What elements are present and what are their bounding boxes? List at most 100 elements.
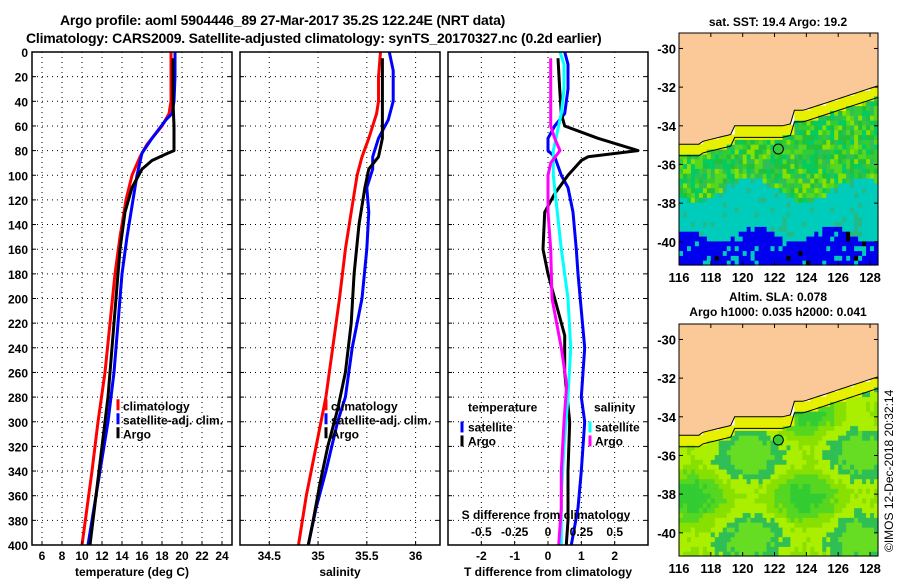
map-cell [786, 425, 792, 431]
map-cell [862, 207, 867, 213]
map-cell [862, 493, 867, 499]
map-cell [814, 144, 819, 150]
map-cell [842, 531, 847, 538]
map-cell [870, 149, 875, 155]
map-cell [814, 158, 819, 165]
map-cell [830, 153, 835, 160]
map-cell [782, 488, 788, 494]
map-cell [738, 440, 744, 446]
map-cell [834, 182, 839, 189]
map-cell [870, 435, 875, 441]
map-cell [683, 178, 688, 184]
map-cell [774, 192, 780, 198]
map-cell [822, 207, 827, 213]
map-cell [842, 149, 847, 155]
map-cell [810, 507, 815, 514]
map-cell [814, 478, 819, 485]
map-cell [854, 192, 859, 198]
map-cell [874, 182, 879, 189]
map-cell [842, 255, 847, 261]
map-cell [830, 473, 835, 480]
map-cell [706, 202, 712, 208]
map-cell [794, 498, 799, 504]
map-cell [862, 240, 867, 247]
map-cell [786, 178, 792, 184]
map-cell [858, 240, 863, 247]
map-cell [694, 144, 700, 150]
map-cell [830, 440, 835, 446]
map-cell [798, 415, 803, 422]
map-cell [738, 464, 744, 470]
map-cell [687, 493, 692, 499]
map-x-tick-label: 128 [859, 270, 881, 285]
map-cell [754, 449, 760, 456]
map-cell [810, 420, 815, 427]
salinity-axis-label: S difference from climatology [462, 508, 631, 522]
map-cell [806, 236, 811, 242]
map-cell [842, 260, 847, 266]
map-cell [806, 493, 811, 499]
map-cell [778, 226, 784, 232]
y-tick-label: 160 [8, 243, 28, 257]
map-cell [838, 110, 843, 116]
map-cell [734, 178, 740, 184]
map-cell [866, 401, 871, 407]
map-cell [838, 182, 843, 189]
map-cell [742, 153, 748, 160]
map-cell [722, 430, 728, 436]
map-cell [710, 469, 716, 475]
map-cell [750, 139, 756, 145]
map-cell [858, 469, 863, 475]
map-cell [826, 401, 831, 407]
map-cell [738, 149, 744, 155]
map-cell [866, 536, 871, 543]
map-cell [822, 473, 827, 480]
map-cell [866, 115, 871, 121]
map-cell [858, 182, 863, 189]
map-cell [830, 502, 835, 509]
map-cell [850, 182, 855, 189]
map-cell [710, 250, 716, 256]
map-cell [818, 173, 823, 179]
map-cell [842, 527, 847, 533]
map-cell [826, 144, 831, 150]
map-cell [810, 449, 815, 456]
map-cell [858, 502, 863, 509]
map-cell [714, 473, 720, 480]
map-cell [774, 517, 780, 523]
map-cell [834, 207, 839, 213]
map-cell [842, 517, 847, 523]
map-cell [834, 478, 839, 485]
map-sst-map: 116 118 120 122 124 126 128-30-32-34-36-38-40s… [657, 15, 881, 285]
map-cell [874, 211, 879, 218]
map-cell [842, 129, 847, 136]
series-line-argo [88, 58, 176, 546]
map-cell [698, 531, 704, 538]
map-cell [818, 527, 823, 533]
map-cell [854, 420, 859, 427]
map-y-tick-label: -40 [657, 526, 676, 541]
map-cell [726, 178, 732, 184]
map-cell [810, 153, 815, 160]
map-cell [718, 250, 724, 256]
map-cell [830, 541, 835, 547]
map-cell [774, 221, 780, 227]
map-cell [722, 173, 728, 179]
map-cell [702, 536, 708, 543]
map-cell [866, 149, 871, 155]
map-cell [758, 207, 764, 213]
map-cell [790, 178, 795, 184]
map-cell [790, 129, 795, 136]
map-cell [870, 91, 875, 97]
map-cell [774, 129, 780, 136]
map-cell [774, 469, 780, 475]
map-cell [806, 473, 811, 480]
map-cell [782, 149, 788, 155]
map-cell [858, 207, 863, 213]
map-cell [750, 459, 756, 465]
map-cell [778, 493, 784, 499]
map-cell [762, 531, 768, 538]
map-cell [702, 216, 708, 223]
map-cell [718, 527, 724, 533]
map-cell [706, 541, 712, 547]
